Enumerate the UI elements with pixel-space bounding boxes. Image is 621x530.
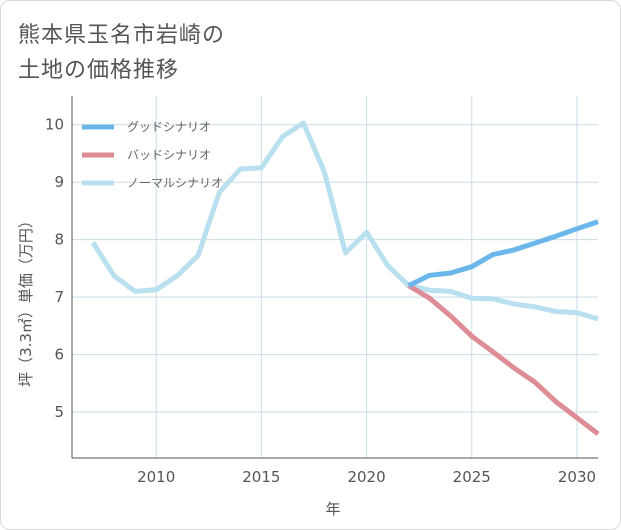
series-line-2	[407, 283, 600, 436]
x-axis-label: 年	[325, 500, 340, 518]
x-tick-label: 2025	[453, 468, 491, 486]
series-lines	[90, 120, 600, 436]
y-tick-label: 9	[54, 173, 64, 191]
x-tick-label: 2010	[137, 468, 175, 486]
y-tick-label: 7	[54, 288, 64, 306]
y-tick-label: 10	[45, 116, 64, 134]
legend-label: バッドシナリオ	[127, 148, 211, 162]
legend-label: グッドシナリオ	[127, 120, 211, 134]
x-tick-label: 2015	[242, 468, 280, 486]
series-line-3	[90, 120, 599, 322]
legend-label: ノーマルシナリオ	[127, 176, 223, 190]
chart-title-line-2: 土地の価格推移	[18, 58, 180, 83]
y-tick-label: 6	[54, 346, 64, 364]
chart-title: 熊本県玉名市岩崎の 土地の価格推移	[18, 18, 225, 88]
y-tick-label: 8	[54, 231, 64, 249]
grid	[72, 96, 598, 458]
tick-labels: 2010 2015 2020 2025 2030 5 6 7 8 9 10	[45, 116, 596, 486]
y-axis-label: 坪（3.3㎡）単価（万円）	[17, 213, 35, 387]
chart-title-line-1: 熊本県玉名市岩崎の	[18, 23, 226, 48]
y-tick-label: 5	[54, 403, 64, 421]
x-tick-label: 2030	[558, 468, 596, 486]
series-line-1	[407, 219, 599, 288]
axes	[71, 96, 598, 459]
x-tick-label: 2020	[347, 468, 385, 486]
